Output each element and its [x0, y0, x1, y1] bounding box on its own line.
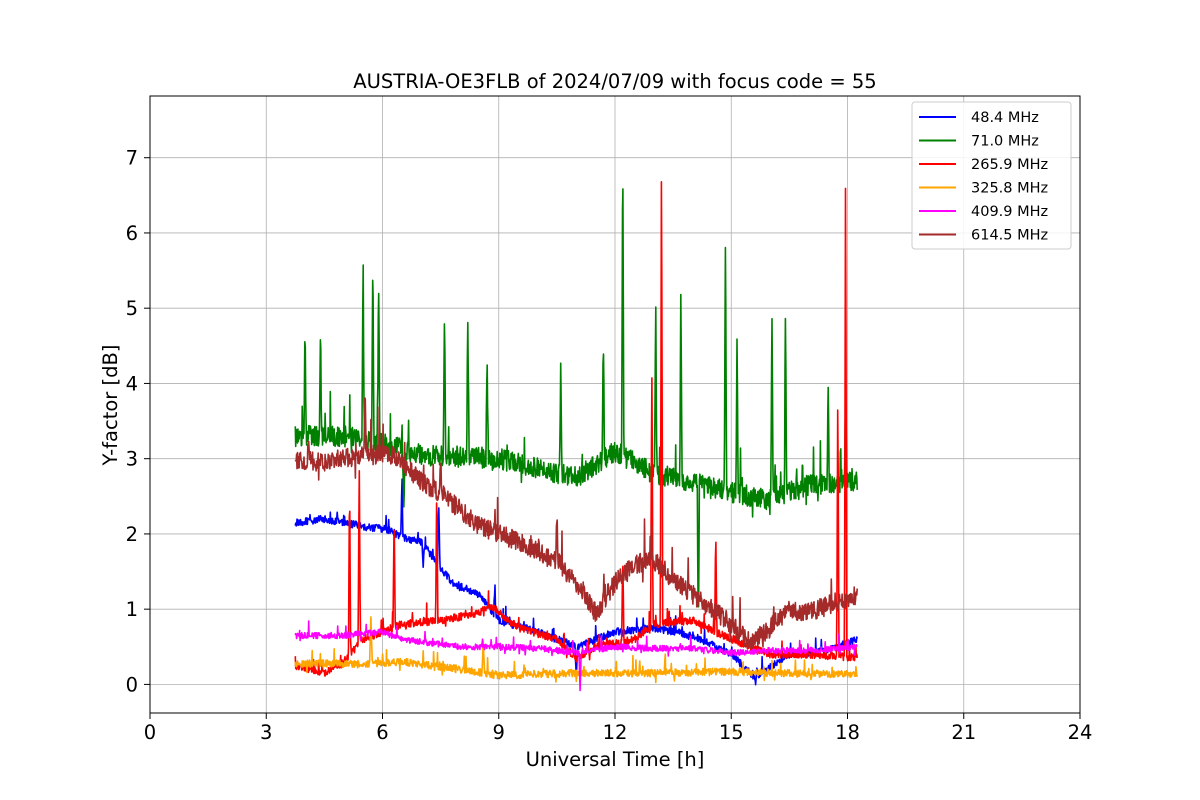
y-tick-label: 2	[126, 523, 138, 546]
y-tick-label: 6	[126, 222, 138, 245]
y-tick-label: 7	[126, 147, 138, 170]
x-axis-ticks: 0 3 6 9 12 15 18 21 24	[144, 713, 1093, 744]
x-tick-label: 18	[835, 721, 860, 744]
chart-title: AUSTRIA-OE3FLB of 2024/07/09 with focus …	[353, 70, 876, 93]
x-tick-label: 9	[493, 721, 505, 744]
x-axis-label: Universal Time [h]	[526, 748, 705, 771]
y-tick-label: 0	[126, 673, 138, 696]
series-lines	[294, 181, 858, 692]
x-tick-label: 15	[719, 721, 744, 744]
y-tick-label: 1	[126, 598, 138, 621]
chart-legend: 48.4 MHz 71.0 MHz 265.9 MHz 325.8 MHz 409.9…	[911, 101, 1072, 250]
series-line-5	[294, 397, 858, 650]
legend-label-2: 265.9 MHz	[971, 157, 1048, 173]
legend-label-5: 614.5 MHz	[971, 228, 1048, 244]
series-line-1	[294, 188, 858, 608]
legend-box	[911, 101, 1072, 250]
series-line-4	[294, 620, 858, 692]
x-tick-label: 21	[951, 721, 976, 744]
legend-label-4: 409.9 MHz	[971, 204, 1048, 220]
x-tick-label: 12	[603, 721, 628, 744]
y-tick-label: 4	[126, 372, 138, 395]
y-axis-label: Y-factor [dB]	[99, 345, 122, 467]
x-tick-label: 0	[144, 721, 156, 744]
legend-label-3: 325.8 MHz	[971, 181, 1048, 197]
y-tick-label: 3	[126, 448, 138, 471]
y-tick-label: 5	[126, 297, 138, 320]
y-axis-ticks: 0 1 2 3 4 5 6 7	[126, 147, 150, 696]
legend-label-0: 48.4 MHz	[971, 110, 1039, 126]
legend-label-1: 71.0 MHz	[971, 134, 1039, 150]
x-tick-label: 24	[1068, 721, 1093, 744]
series-line-3	[294, 616, 858, 684]
x-tick-label: 6	[376, 721, 388, 744]
x-tick-label: 3	[260, 721, 272, 744]
